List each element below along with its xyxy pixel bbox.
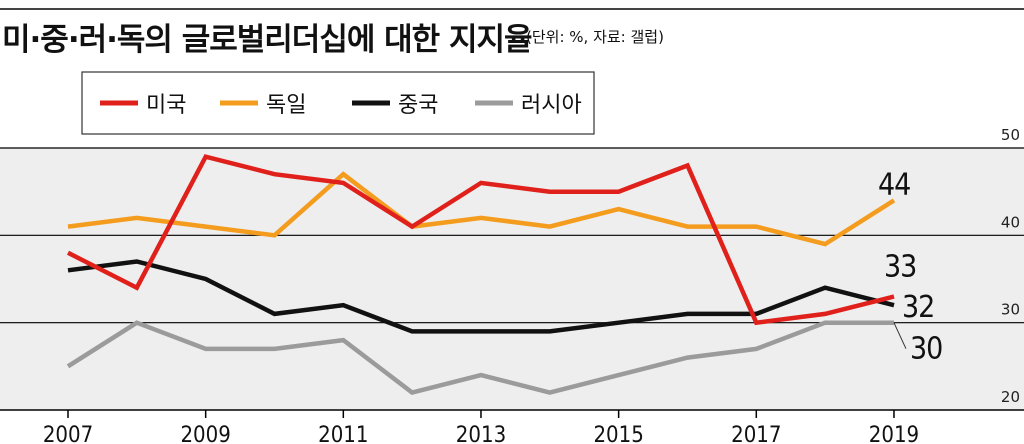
legend-label: 러시아 xyxy=(521,93,582,118)
legend-label: 미국 xyxy=(146,93,186,118)
series-line xyxy=(66,154,895,326)
x-tick-label: 2013 xyxy=(456,423,506,444)
series-line xyxy=(66,320,894,395)
series-layer xyxy=(66,154,896,395)
y-tick-label: 20 xyxy=(1001,388,1020,406)
label-leader xyxy=(893,322,907,349)
end-value-label: 32 xyxy=(902,290,934,325)
end-value-label: 44 xyxy=(878,167,910,202)
series-line xyxy=(67,259,895,334)
chart-title: 미·중·러·독의 글로벌리더십에 대한 지지율 xyxy=(2,22,533,58)
y-tick-label: 40 xyxy=(1001,213,1020,231)
label-layer: 44 33 32 30 xyxy=(878,167,943,367)
y-tick-label: 30 xyxy=(1001,301,1020,319)
y-tick-label: 50 xyxy=(1001,126,1020,144)
x-tick-label: 2015 xyxy=(593,423,643,444)
chart-subtitle: (단위: %, 자료: 갤럽) xyxy=(526,28,664,46)
end-value-label: 30 xyxy=(910,332,942,367)
x-tick-label: 2007 xyxy=(43,423,93,444)
series-line xyxy=(67,171,896,247)
x-tick-label: 2017 xyxy=(731,423,781,444)
top-rule xyxy=(0,8,1024,10)
plot-background xyxy=(0,148,1024,410)
legend: 미국 독일 중국 러시아 xyxy=(81,71,595,135)
x-tick-label: 2011 xyxy=(318,423,368,444)
grid-layer: 50 40 30 20 2007 2009 2011 2013 2015 2017 2019 xyxy=(0,126,1024,444)
legend-label: 독일 xyxy=(266,93,306,118)
end-value-label: 33 xyxy=(884,249,916,284)
x-tick-label: 2019 xyxy=(869,423,919,444)
x-tick-label: 2009 xyxy=(180,423,230,444)
legend-label: 중국 xyxy=(398,93,438,118)
